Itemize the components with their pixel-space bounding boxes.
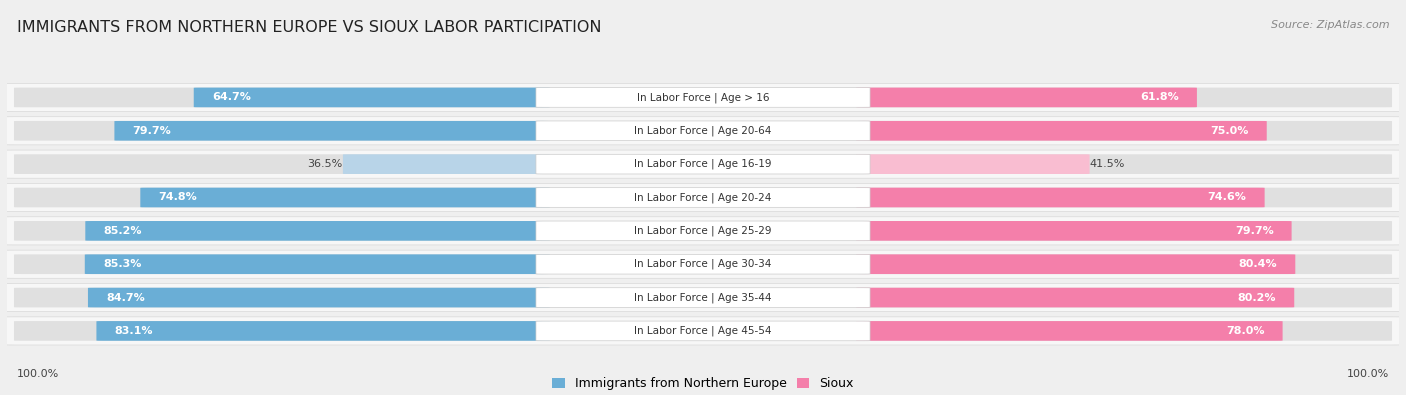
- Text: In Labor Force | Age 20-64: In Labor Force | Age 20-64: [634, 126, 772, 136]
- Legend: Immigrants from Northern Europe, Sioux: Immigrants from Northern Europe, Sioux: [547, 372, 859, 395]
- FancyBboxPatch shape: [14, 254, 550, 274]
- FancyBboxPatch shape: [856, 88, 1392, 107]
- FancyBboxPatch shape: [536, 254, 870, 274]
- FancyBboxPatch shape: [536, 121, 870, 141]
- FancyBboxPatch shape: [536, 188, 870, 207]
- Text: In Labor Force | Age 16-19: In Labor Force | Age 16-19: [634, 159, 772, 169]
- Text: 100.0%: 100.0%: [17, 369, 59, 379]
- FancyBboxPatch shape: [14, 221, 550, 241]
- FancyBboxPatch shape: [856, 254, 1295, 274]
- FancyBboxPatch shape: [856, 88, 1197, 107]
- FancyBboxPatch shape: [0, 217, 1406, 245]
- FancyBboxPatch shape: [856, 154, 1090, 174]
- Text: 85.2%: 85.2%: [104, 226, 142, 236]
- FancyBboxPatch shape: [536, 321, 870, 341]
- FancyBboxPatch shape: [86, 221, 550, 241]
- Text: 85.3%: 85.3%: [103, 259, 141, 269]
- FancyBboxPatch shape: [89, 288, 550, 307]
- FancyBboxPatch shape: [856, 321, 1392, 341]
- Text: IMMIGRANTS FROM NORTHERN EUROPE VS SIOUX LABOR PARTICIPATION: IMMIGRANTS FROM NORTHERN EUROPE VS SIOUX…: [17, 20, 602, 35]
- FancyBboxPatch shape: [0, 284, 1406, 312]
- Text: Source: ZipAtlas.com: Source: ZipAtlas.com: [1271, 20, 1389, 30]
- Text: 83.1%: 83.1%: [114, 326, 153, 336]
- FancyBboxPatch shape: [343, 154, 550, 174]
- Text: 84.7%: 84.7%: [105, 293, 145, 303]
- Text: 75.0%: 75.0%: [1211, 126, 1249, 136]
- FancyBboxPatch shape: [536, 154, 870, 174]
- Text: 78.0%: 78.0%: [1226, 326, 1264, 336]
- FancyBboxPatch shape: [856, 288, 1392, 307]
- FancyBboxPatch shape: [0, 83, 1406, 111]
- Text: In Labor Force | Age 45-54: In Labor Force | Age 45-54: [634, 325, 772, 336]
- FancyBboxPatch shape: [14, 121, 550, 141]
- FancyBboxPatch shape: [0, 117, 1406, 145]
- FancyBboxPatch shape: [536, 88, 870, 107]
- FancyBboxPatch shape: [14, 321, 550, 341]
- Text: 80.4%: 80.4%: [1239, 259, 1277, 269]
- FancyBboxPatch shape: [97, 321, 550, 341]
- FancyBboxPatch shape: [0, 150, 1406, 178]
- Text: 74.8%: 74.8%: [159, 192, 197, 203]
- FancyBboxPatch shape: [84, 254, 550, 274]
- FancyBboxPatch shape: [0, 250, 1406, 278]
- FancyBboxPatch shape: [856, 221, 1292, 241]
- Text: 74.6%: 74.6%: [1208, 192, 1247, 203]
- FancyBboxPatch shape: [0, 317, 1406, 345]
- Text: In Labor Force | Age > 16: In Labor Force | Age > 16: [637, 92, 769, 103]
- FancyBboxPatch shape: [856, 188, 1392, 207]
- Text: 64.7%: 64.7%: [212, 92, 250, 102]
- FancyBboxPatch shape: [114, 121, 550, 141]
- Text: 36.5%: 36.5%: [308, 159, 343, 169]
- FancyBboxPatch shape: [856, 221, 1392, 241]
- FancyBboxPatch shape: [856, 121, 1392, 141]
- FancyBboxPatch shape: [14, 88, 550, 107]
- Text: In Labor Force | Age 30-34: In Labor Force | Age 30-34: [634, 259, 772, 269]
- FancyBboxPatch shape: [856, 288, 1295, 307]
- FancyBboxPatch shape: [194, 88, 550, 107]
- FancyBboxPatch shape: [856, 154, 1392, 174]
- FancyBboxPatch shape: [14, 288, 550, 307]
- Text: 80.2%: 80.2%: [1237, 293, 1277, 303]
- Text: In Labor Force | Age 20-24: In Labor Force | Age 20-24: [634, 192, 772, 203]
- FancyBboxPatch shape: [0, 183, 1406, 212]
- FancyBboxPatch shape: [856, 254, 1392, 274]
- FancyBboxPatch shape: [536, 221, 870, 241]
- FancyBboxPatch shape: [536, 288, 870, 307]
- Text: In Labor Force | Age 35-44: In Labor Force | Age 35-44: [634, 292, 772, 303]
- Text: 100.0%: 100.0%: [1347, 369, 1389, 379]
- Text: 79.7%: 79.7%: [132, 126, 172, 136]
- FancyBboxPatch shape: [14, 154, 550, 174]
- FancyBboxPatch shape: [141, 188, 550, 207]
- Text: 41.5%: 41.5%: [1090, 159, 1125, 169]
- Text: 61.8%: 61.8%: [1140, 92, 1178, 102]
- FancyBboxPatch shape: [856, 188, 1264, 207]
- FancyBboxPatch shape: [856, 321, 1282, 341]
- FancyBboxPatch shape: [856, 121, 1267, 141]
- Text: 79.7%: 79.7%: [1234, 226, 1274, 236]
- FancyBboxPatch shape: [14, 188, 550, 207]
- Text: In Labor Force | Age 25-29: In Labor Force | Age 25-29: [634, 226, 772, 236]
